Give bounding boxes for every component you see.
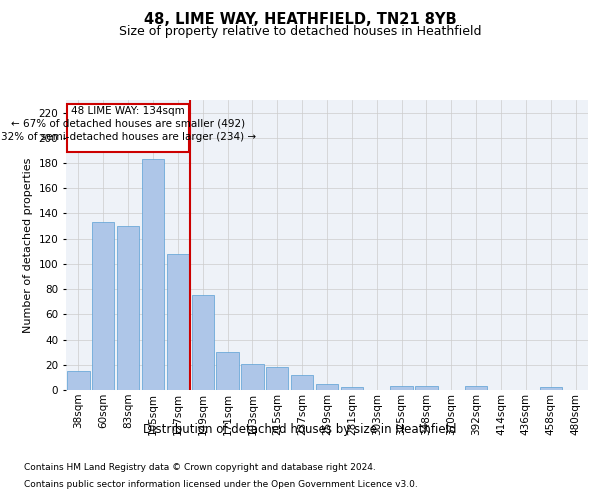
Text: 48, LIME WAY, HEATHFIELD, TN21 8YB: 48, LIME WAY, HEATHFIELD, TN21 8YB	[143, 12, 457, 28]
Bar	[217, 352, 239, 390]
Bar	[167, 254, 189, 390]
Text: Distribution of detached houses by size in Heathfield: Distribution of detached houses by size …	[143, 422, 457, 436]
Bar	[92, 222, 115, 390]
Bar	[391, 386, 413, 390]
Bar	[341, 388, 363, 390]
Bar	[142, 160, 164, 390]
Text: 48 LIME WAY: 134sqm: 48 LIME WAY: 134sqm	[71, 106, 185, 117]
Bar	[67, 104, 189, 152]
Text: 32% of semi-detached houses are larger (234) →: 32% of semi-detached houses are larger (…	[1, 132, 256, 141]
Bar	[465, 386, 487, 390]
Y-axis label: Number of detached properties: Number of detached properties	[23, 158, 33, 332]
Bar	[539, 388, 562, 390]
Bar	[316, 384, 338, 390]
Bar	[241, 364, 263, 390]
Text: ← 67% of detached houses are smaller (492): ← 67% of detached houses are smaller (49…	[11, 119, 245, 129]
Bar	[291, 375, 313, 390]
Text: Contains public sector information licensed under the Open Government Licence v3: Contains public sector information licen…	[24, 480, 418, 489]
Text: Size of property relative to detached houses in Heathfield: Size of property relative to detached ho…	[119, 25, 481, 38]
Bar	[415, 386, 437, 390]
Bar	[191, 296, 214, 390]
Text: Contains HM Land Registry data © Crown copyright and database right 2024.: Contains HM Land Registry data © Crown c…	[24, 464, 376, 472]
Bar	[117, 226, 139, 390]
Bar	[266, 368, 289, 390]
Bar	[67, 371, 89, 390]
